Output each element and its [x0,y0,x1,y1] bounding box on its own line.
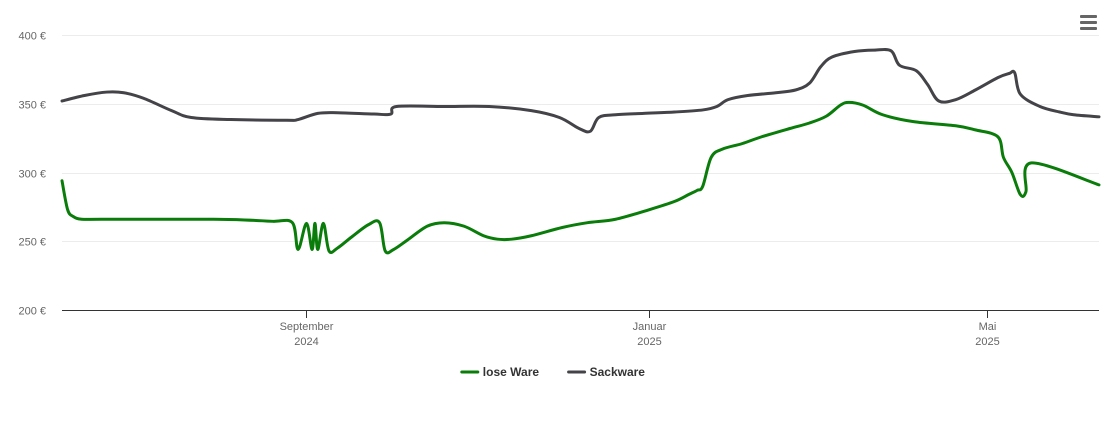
menu-bar [1079,15,1097,18]
x-tick-month: Mai [979,321,997,333]
legend-label: Sackware [590,365,646,379]
x-tick-label: Januar 2025 [633,321,667,348]
menu-bar [1079,27,1097,30]
series-line-sackware [60,47,1101,134]
legend-item[interactable]: lose Ware [460,365,540,379]
series-lines [60,47,1101,255]
y-tick-label: 250 € [18,237,46,249]
x-tick-year: 2025 [637,336,661,348]
series-line-lose-ware [60,100,1101,255]
y-tick-label: 350 € [18,100,46,112]
legend[interactable]: lose Ware Sackware [460,365,646,379]
y-tick-label: 400 € [18,31,46,43]
x-tick-month: September [280,321,334,333]
axes: 200 € 250 € 300 € 350 € 400 € September 2024 Ja… [18,31,1099,348]
hamburger-menu-icon[interactable] [1074,10,1102,34]
grid-lines [62,35,1099,242]
legend-label: lose Ware [483,365,540,379]
x-tick-year: 2025 [975,336,999,348]
y-tick-label: 300 € [18,169,46,181]
x-tick-year: 2024 [294,336,318,348]
x-tick-label: Mai 2025 [975,321,999,348]
y-tick-label: 200 € [18,306,46,318]
legend-item[interactable]: Sackware [567,365,646,379]
x-tick-month: Januar [633,321,667,333]
menu-bar [1079,21,1097,24]
x-tick-label: September 2024 [280,321,334,348]
